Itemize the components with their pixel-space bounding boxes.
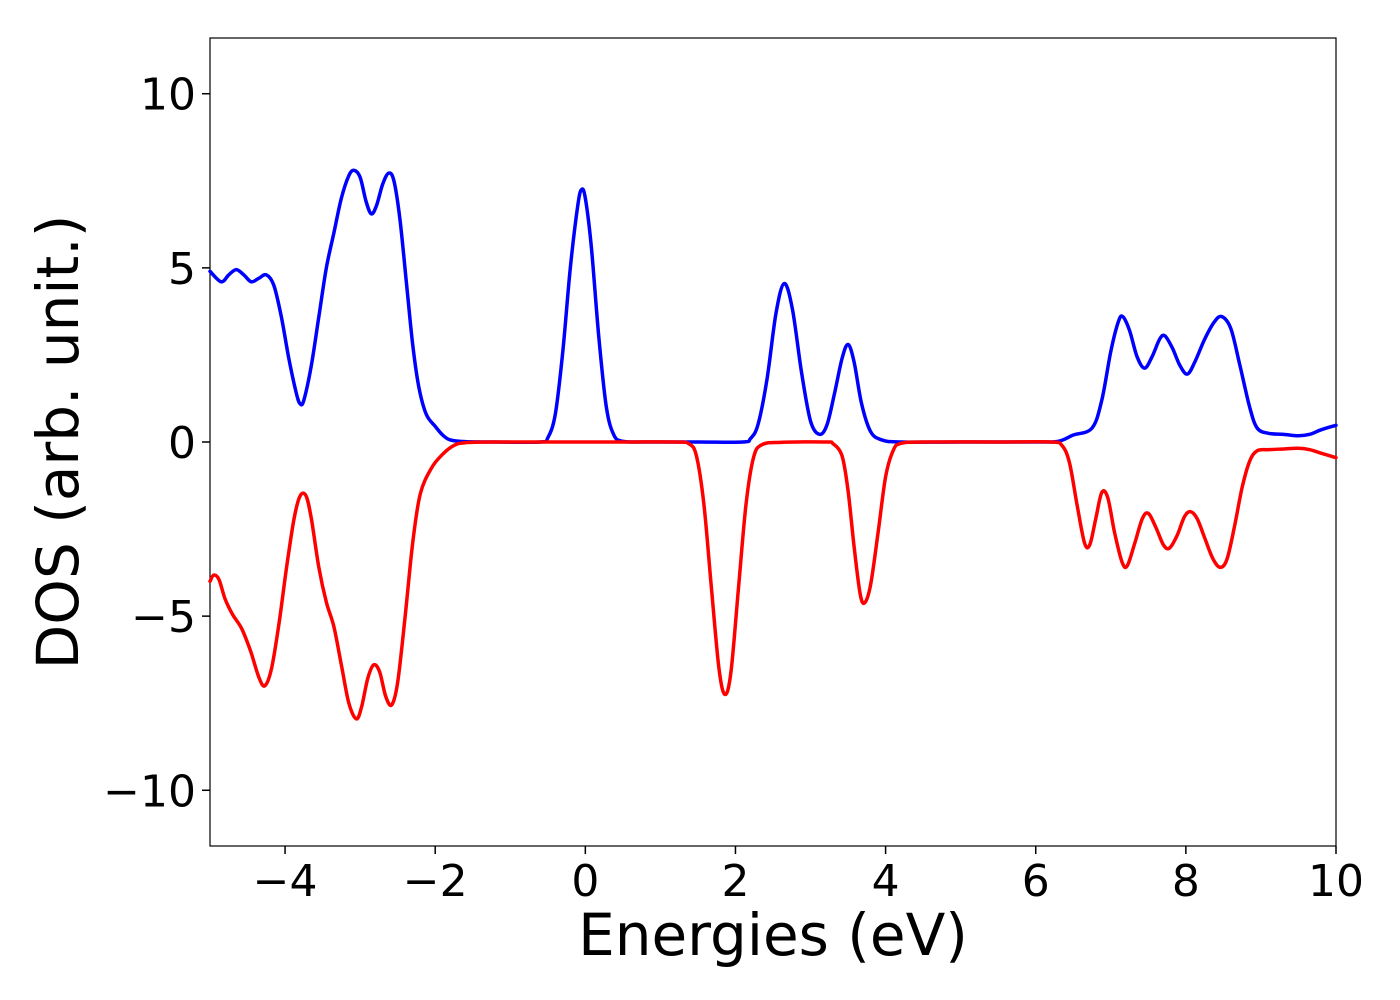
series-line-1: [208, 168, 1338, 445]
y-axis-label: DOS (arb. unit.): [24, 215, 92, 670]
y-tick-label: −5: [131, 592, 196, 643]
x-tick-label: 8: [1172, 856, 1200, 907]
series-layer: [208, 168, 1338, 721]
x-axis-label: Energies (eV): [578, 901, 968, 969]
x-tick-label: −4: [253, 856, 318, 907]
x-tick-label: −2: [403, 856, 468, 907]
x-tick-label: 4: [872, 856, 900, 907]
x-tick-label: 6: [1022, 856, 1050, 907]
x-tick-label: 0: [571, 856, 599, 907]
x-tick-label: 10: [1308, 856, 1364, 907]
y-tick-label: 5: [168, 244, 196, 295]
x-tick-label: 2: [721, 856, 749, 907]
y-tick-label: 10: [140, 70, 196, 121]
ticks-layer: −4 −2 0 2 4 6 8 10 −10 −5 0 5 10: [103, 70, 1364, 907]
y-tick-label: −10: [103, 766, 196, 817]
series-line-2: [208, 439, 1338, 721]
y-tick-label: 0: [168, 418, 196, 469]
